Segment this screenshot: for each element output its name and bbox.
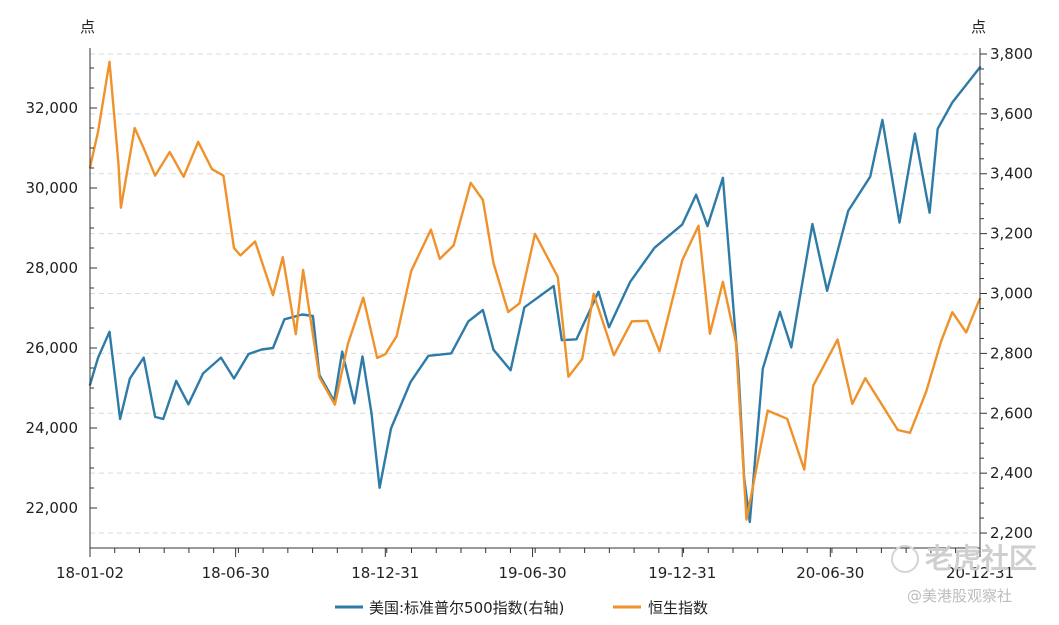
right-tick-label: 3,400 [990,165,1033,183]
watermark: 老虎社区 @美港股观察社 [891,542,1037,605]
right-tick-label: 2,600 [990,404,1033,422]
x-tick-label: 18-01-02 [56,564,124,582]
left-axis-ticks: 22,000 24,000 26,000 28,000 30,000 32,000 [26,67,97,517]
left-axis-unit: 点 [80,18,95,36]
left-tick-label: 22,000 [26,499,79,517]
watermark-text: 老虎社区 [925,542,1037,575]
series-line-sp500 [88,66,982,524]
legend-label-hsi: 恒生指数 [648,599,708,617]
watermark-logo-icon [891,545,919,573]
right-axis-ticks: 2,200 2,400 2,600 2,800 3,000 3,200 3,400 3,600… [980,45,1033,542]
right-tick-label: 3,600 [990,105,1033,123]
left-tick-label: 30,000 [26,179,79,197]
left-tick-label: 24,000 [26,419,79,437]
left-tick-label: 28,000 [26,259,79,277]
series-lines [88,60,982,524]
gridlines [90,53,980,534]
left-tick-label: 26,000 [26,339,79,357]
series-line-hsi [88,60,982,521]
x-tick-label: 18-12-31 [351,564,419,582]
right-axis-unit: 点 [971,18,986,36]
right-tick-label: 3,200 [990,225,1033,243]
x-tick-label: 19-12-31 [648,564,716,582]
watermark-subtext: @美港股观察社 [907,587,1012,605]
x-tick-label: 20-06-30 [796,564,864,582]
legend: 美国:标准普尔500指数(右轴) 恒生指数 [335,599,708,617]
x-tick-label: 20-12-31 [946,564,1014,582]
right-tick-label: 2,400 [990,464,1033,482]
right-tick-label: 2,200 [990,524,1033,542]
right-tick-label: 2,800 [990,344,1033,362]
right-tick-label: 3,000 [990,285,1033,303]
x-axis-ticks: 18-01-02 18-06-30 18-12-31 19-06-30 19-12-31… [56,548,1014,582]
legend-label-sp500: 美国:标准普尔500指数(右轴) [369,599,564,617]
right-tick-label: 3,800 [990,45,1033,63]
x-tick-label: 19-06-30 [499,564,567,582]
left-tick-label: 32,000 [26,99,79,117]
x-tick-label: 18-06-30 [202,564,270,582]
